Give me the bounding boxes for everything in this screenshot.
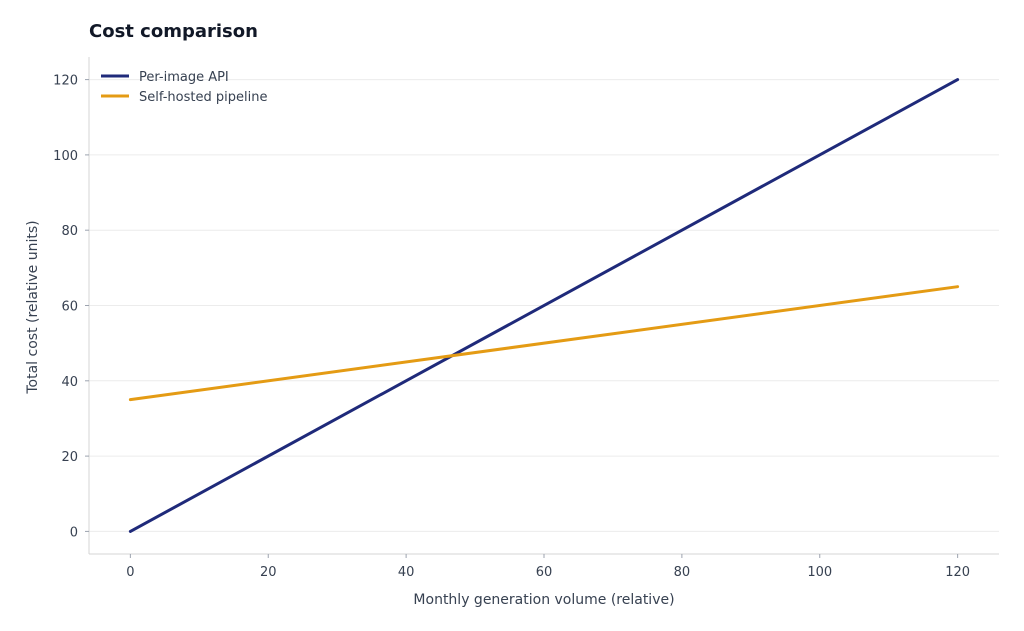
y-tick-label: 120 — [53, 74, 78, 89]
series-lines — [128, 78, 960, 533]
y-tick-label: 100 — [53, 149, 78, 164]
series-line-1 — [128, 78, 960, 533]
series-line-2 — [128, 285, 960, 402]
y-tick-label: 80 — [61, 224, 78, 239]
legend: Per-image API Self-hosted pipeline — [101, 70, 267, 105]
x-tick-label: 20 — [260, 565, 277, 580]
y-axis-title: Total cost (relative units) — [25, 220, 41, 394]
chart-title: Cost comparison — [89, 21, 258, 42]
y-tick-label: 60 — [61, 300, 78, 315]
legend-label: Self-hosted pipeline — [139, 90, 267, 105]
x-tick-labels: 0 20 40 60 80 100 120 — [126, 554, 970, 580]
y-tick-label: 20 — [61, 450, 78, 465]
x-tick-label: 0 — [126, 565, 134, 580]
y-tick-label: 40 — [61, 375, 78, 390]
x-tick-label: 40 — [398, 565, 415, 580]
legend-label: Per-image API — [139, 70, 229, 85]
y-tick-label: 0 — [70, 525, 78, 540]
x-tick-label: 60 — [536, 565, 553, 580]
x-axis-title: Monthly generation volume (relative) — [413, 592, 674, 608]
y-tick-labels: 0 20 40 60 80 100 120 — [53, 74, 89, 540]
x-tick-label: 120 — [945, 565, 970, 580]
x-tick-label: 100 — [807, 565, 832, 580]
x-tick-label: 80 — [674, 565, 691, 580]
